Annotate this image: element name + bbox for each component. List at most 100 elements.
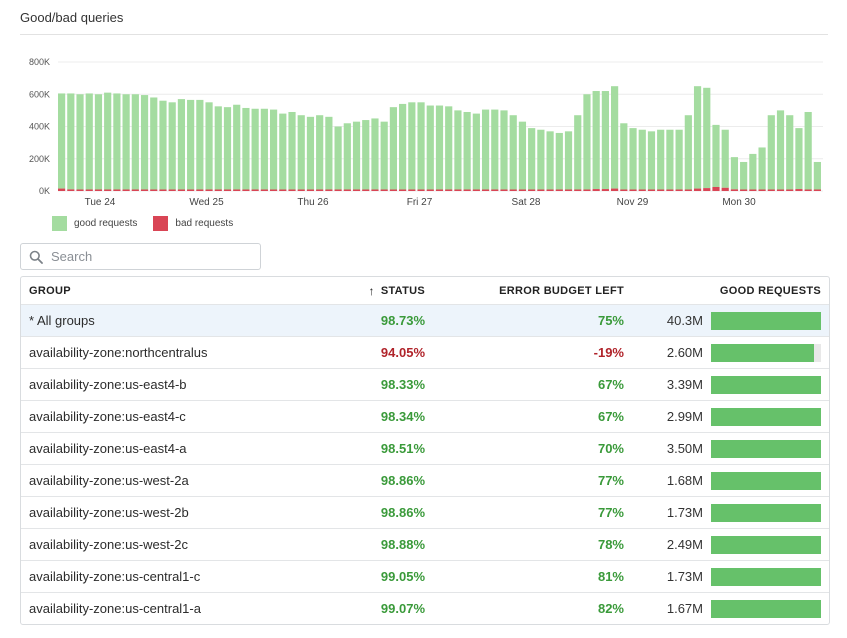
- good-requests-bar: [518, 121, 527, 190]
- status-value: 98.51%: [380, 441, 425, 456]
- good-requests-bar: [537, 129, 545, 190]
- good-requests-bar: [703, 87, 711, 189]
- bad-requests-bar: [509, 189, 517, 191]
- good-requests-bar: [297, 115, 305, 190]
- search-box[interactable]: [20, 243, 261, 270]
- table-row[interactable]: availability-zone:us-west-2b 98.86% 77% 1.7…: [21, 496, 829, 528]
- good-requests-bar-fill: [711, 471, 821, 490]
- good-requests-cell: 2.60M: [624, 343, 829, 362]
- bad-requests-bar: [463, 189, 471, 191]
- good-requests-bar: [159, 100, 167, 190]
- good-requests-bar: [435, 105, 444, 190]
- table-row[interactable]: availability-zone:us-west-2c 98.88% 78% 2.4…: [21, 528, 829, 560]
- bad-requests-bar: [675, 189, 683, 191]
- good-requests-bar-fill: [711, 407, 821, 426]
- table-row[interactable]: availability-zone:us-central1-c 99.05% 81%…: [21, 560, 829, 592]
- good-requests-bar: [196, 99, 204, 190]
- good-requests-value: 3.39M: [666, 377, 703, 392]
- good-requests-bar: [804, 111, 812, 190]
- table-row[interactable]: availability-zone:northcentralus 94.05% -1…: [21, 336, 829, 368]
- bad-requests-bar: [546, 189, 554, 191]
- error-budget-value: 77%: [597, 505, 624, 520]
- bad-requests-bar: [657, 189, 665, 191]
- status-value: 98.33%: [380, 377, 425, 392]
- group-name: availability-zone:us-east4-c: [29, 409, 186, 424]
- good-requests-bar-fill: [711, 439, 821, 458]
- good-requests-cell: 3.50M: [624, 439, 829, 458]
- column-header-good-requests[interactable]: GOOD REQUESTS: [719, 284, 821, 297]
- bad-requests-bar: [537, 189, 545, 191]
- good-requests-value: 1.68M: [666, 473, 703, 488]
- good-requests-bar: [657, 129, 665, 190]
- bad-requests-bar: [104, 189, 112, 191]
- bad-requests-bar: [94, 189, 103, 191]
- good-requests-bar: [638, 129, 646, 190]
- bad-requests-bar: [730, 189, 739, 191]
- bad-requests-bar: [666, 189, 674, 191]
- good-requests-bar: [104, 92, 112, 190]
- legend-label-good: good requests: [74, 218, 138, 229]
- good-requests-bar: [712, 124, 720, 187]
- column-header-group[interactable]: GROUP: [29, 284, 71, 297]
- column-header-status[interactable]: ↑ STATUS: [341, 284, 425, 298]
- status-value: 98.88%: [380, 537, 425, 552]
- good-requests-bar: [574, 115, 582, 190]
- legend-item-bad[interactable]: bad requests: [153, 216, 233, 231]
- column-header-error-budget[interactable]: ERROR BUDGET LEFT: [499, 284, 624, 297]
- y-tick-label: 800K: [29, 57, 50, 67]
- good-requests-bar: [666, 129, 674, 190]
- group-name: availability-zone:us-central1-a: [29, 601, 201, 616]
- table-row[interactable]: availability-zone:us-east4-b 98.33% 67% 3.3…: [21, 368, 829, 400]
- bad-requests-bar: [528, 189, 536, 191]
- good-requests-bar: [749, 153, 757, 190]
- table-row[interactable]: availability-zone:us-east4-c 98.34% 67% 2.9…: [21, 400, 829, 432]
- good-requests-bar: [122, 94, 130, 190]
- table-row[interactable]: * All groups 98.73% 75% 40.3M: [21, 304, 829, 336]
- bad-requests-bar: [564, 189, 573, 191]
- bad-requests-bar: [223, 189, 232, 191]
- bad-requests-bar: [242, 189, 250, 191]
- table-row[interactable]: availability-zone:us-west-2a 98.86% 77% 1.6…: [21, 464, 829, 496]
- bad-requests-bar: [279, 189, 287, 191]
- good-requests-cell: 40.3M: [624, 311, 829, 330]
- bad-requests-bar: [306, 189, 315, 191]
- good-requests-bar: [711, 535, 821, 554]
- bad-requests-bar: [177, 189, 186, 191]
- good-requests-value: 2.49M: [666, 537, 703, 552]
- x-tick-label: Fri 27: [407, 197, 433, 208]
- bad-requests-bar: [113, 189, 121, 191]
- table-row[interactable]: availability-zone:us-central1-a 99.07% 82%…: [21, 592, 829, 624]
- bad-requests-bar: [795, 189, 803, 191]
- good-requests-bar: [813, 161, 821, 190]
- bad-requests-bar: [758, 189, 766, 191]
- bad-requests-bar: [555, 189, 563, 191]
- bad-requests-bar: [233, 189, 241, 191]
- chart-legend: good requests bad requests: [52, 216, 249, 231]
- x-tick-label: Nov 29: [617, 197, 649, 208]
- good-requests-cell: 2.99M: [624, 407, 829, 426]
- good-requests-cell: 1.68M: [624, 471, 829, 490]
- bad-requests-bar: [67, 189, 75, 191]
- good-requests-bar: [233, 104, 241, 190]
- error-budget-value: 67%: [597, 409, 624, 424]
- bad-requests-bar: [500, 189, 508, 191]
- good-requests-bar: [629, 128, 637, 190]
- bad-requests-bar: [804, 189, 812, 191]
- good-requests-bar: [76, 94, 84, 190]
- legend-item-good[interactable]: good requests: [52, 216, 137, 231]
- bad-requests-bar: [417, 189, 425, 191]
- x-tick-label: Thu 26: [297, 197, 329, 208]
- good-requests-bar: [675, 129, 683, 190]
- table-row[interactable]: availability-zone:us-east4-a 98.51% 70% 3.5…: [21, 432, 829, 464]
- bad-requests-bar: [721, 187, 729, 191]
- search-icon: [29, 250, 43, 264]
- search-input[interactable]: [49, 248, 253, 265]
- group-name: availability-zone:us-west-2a: [29, 473, 189, 488]
- good-requests-cell: 2.49M: [624, 535, 829, 554]
- good-requests-bar: [150, 97, 158, 190]
- good-requests-bar: [168, 102, 176, 190]
- bad-requests-bar: [684, 189, 692, 191]
- good-requests-bar: [417, 102, 425, 190]
- good-requests-bar: [711, 311, 821, 330]
- good-requests-bar: [767, 115, 775, 190]
